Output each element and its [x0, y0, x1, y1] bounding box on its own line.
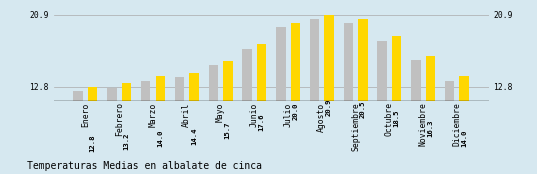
Text: Temperaturas Medias en albalate de cinca: Temperaturas Medias en albalate de cinca — [27, 161, 262, 171]
Bar — [208, 65, 218, 174]
Bar — [74, 91, 83, 174]
Bar — [175, 77, 184, 174]
Bar — [190, 73, 199, 174]
Bar — [426, 56, 435, 174]
Bar — [358, 18, 368, 174]
Text: 14.0: 14.0 — [461, 129, 467, 147]
Bar — [257, 44, 266, 174]
Bar — [223, 61, 233, 174]
Bar — [122, 83, 131, 174]
Bar — [88, 87, 97, 174]
Bar — [411, 60, 420, 174]
Bar — [344, 23, 353, 174]
Text: 20.0: 20.0 — [292, 103, 299, 120]
Text: 18.5: 18.5 — [394, 109, 400, 127]
Bar — [310, 19, 320, 174]
Bar — [392, 36, 401, 174]
Text: 14.0: 14.0 — [157, 129, 163, 147]
Text: 12.8: 12.8 — [90, 135, 96, 152]
Bar — [291, 23, 300, 174]
Text: 20.5: 20.5 — [360, 101, 366, 118]
Bar — [276, 27, 286, 174]
Text: 13.2: 13.2 — [124, 133, 129, 151]
Bar — [141, 81, 150, 174]
Bar — [324, 15, 334, 174]
Text: 20.9: 20.9 — [326, 99, 332, 116]
Text: 17.6: 17.6 — [258, 113, 265, 131]
Bar — [445, 81, 454, 174]
Bar — [460, 76, 469, 174]
Bar — [156, 76, 165, 174]
Text: 16.3: 16.3 — [427, 119, 433, 137]
Text: 15.7: 15.7 — [225, 122, 231, 139]
Bar — [378, 41, 387, 174]
Text: 14.4: 14.4 — [191, 128, 197, 145]
Bar — [107, 88, 117, 174]
Bar — [242, 49, 252, 174]
